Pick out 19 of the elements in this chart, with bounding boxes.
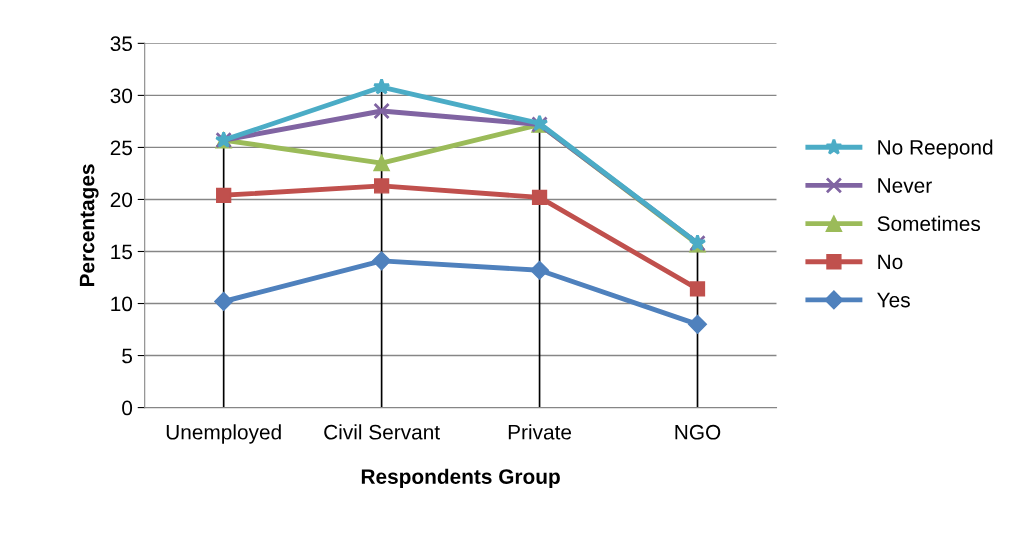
x-tick-label: Private <box>508 424 572 440</box>
legend-label: Sometimes <box>877 215 981 232</box>
y-tick-label: 25 <box>110 140 133 156</box>
y-tick-label: 5 <box>122 348 133 364</box>
y-tick-label: 20 <box>110 192 133 208</box>
legend-label: No Reepond <box>878 139 993 159</box>
legend-label: No <box>878 254 903 270</box>
x-tick-label: Civil Servant <box>324 424 440 440</box>
y-tick-label: 35 <box>110 36 133 52</box>
x-axis-title: Respondents Group <box>361 468 560 489</box>
y-tick-label: 30 <box>110 88 133 104</box>
x-tick-label: NGO <box>675 424 721 440</box>
y-tick-label: 10 <box>111 296 133 312</box>
y-tick-label: 15 <box>111 244 133 260</box>
y-tick-label: 0 <box>122 400 133 416</box>
legend-label: Never <box>878 178 932 193</box>
x-tick-label: Unemployed <box>166 424 281 444</box>
legend-label: Yes <box>877 292 910 308</box>
y-axis-title: Percentages <box>79 164 99 287</box>
